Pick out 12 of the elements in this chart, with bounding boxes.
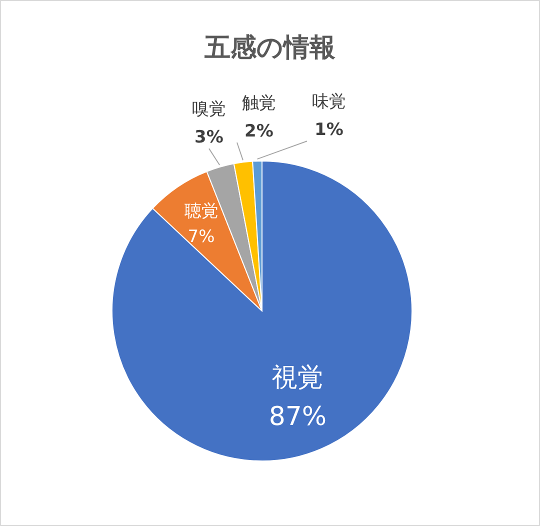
pie-slice [112,160,412,462]
slice-label: 聴覚 [184,202,218,222]
slice-label: 嗅覚 [192,100,226,120]
chart-title: 五感の情報 [204,33,336,63]
data-label: 87% [268,402,327,432]
data-label: 3% [194,128,224,148]
slice-label: 触覚 [242,94,276,114]
slice-label: 視覚 [272,362,324,393]
data-label: 1% [314,120,344,140]
data-label: 7% [188,227,215,248]
data-label: 2% [244,122,274,142]
slice-label: 味覚 [312,92,346,112]
